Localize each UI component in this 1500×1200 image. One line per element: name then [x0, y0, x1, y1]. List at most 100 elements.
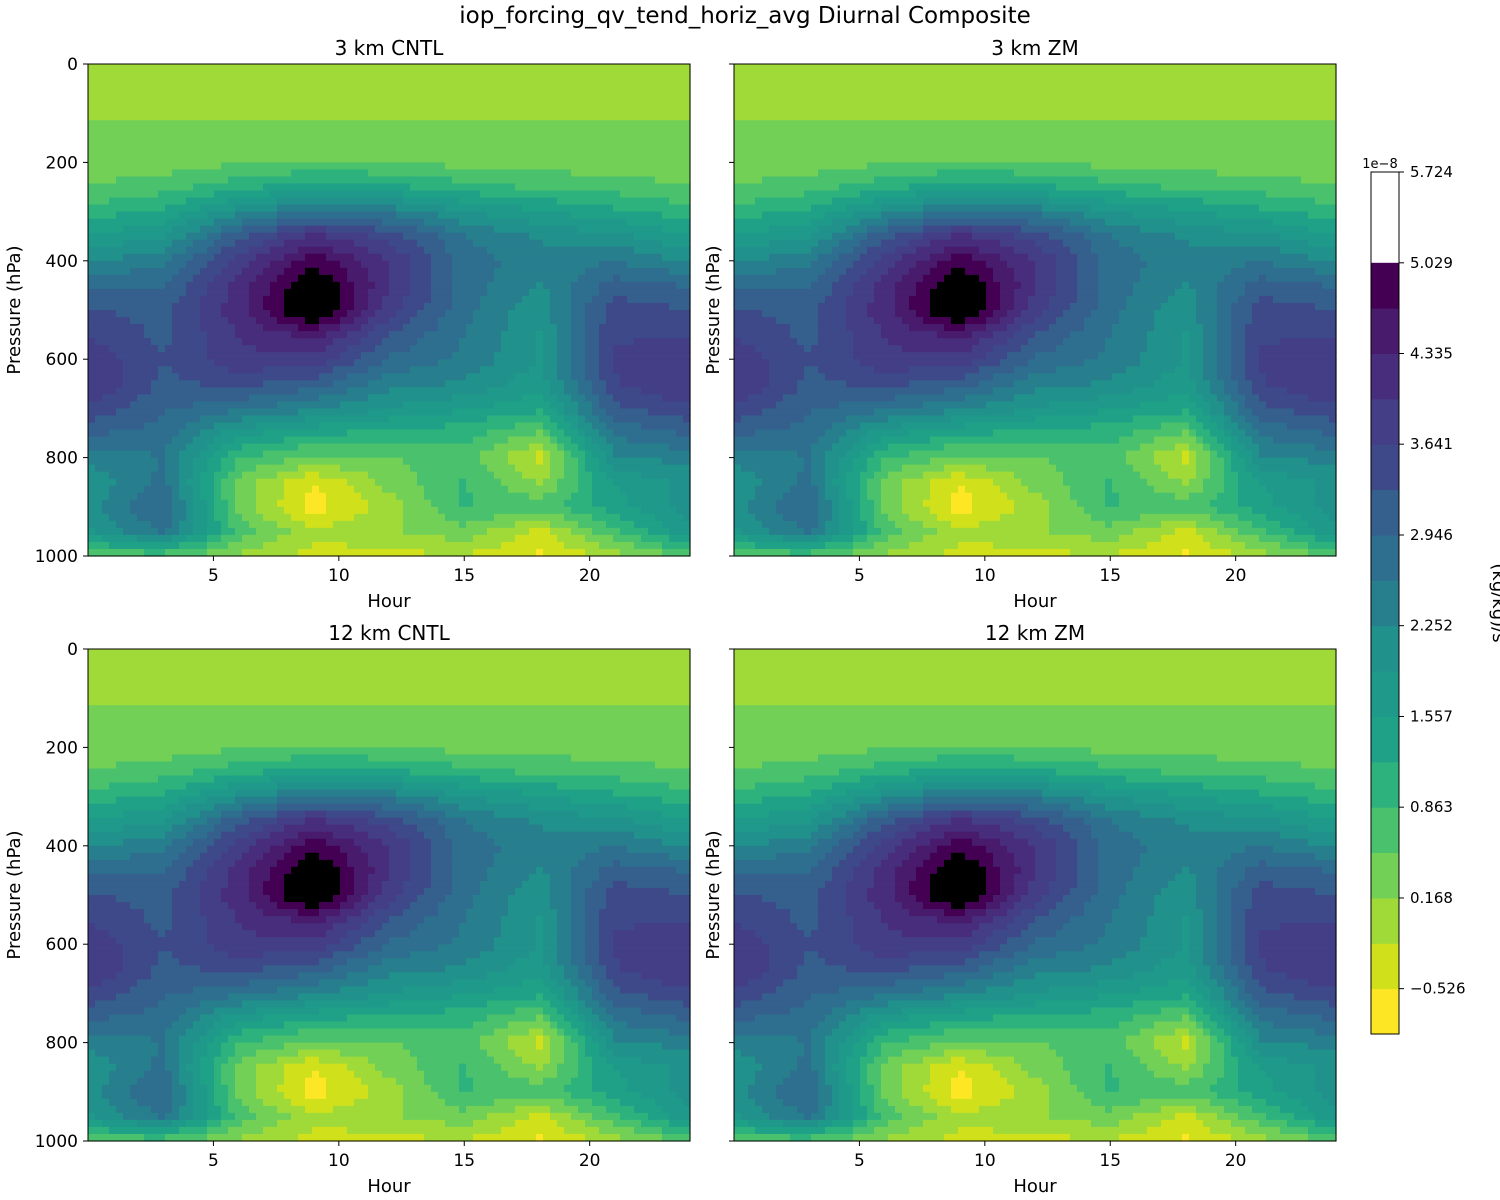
contour-cell [88, 1028, 166, 1037]
contour-cell [944, 246, 980, 255]
contour-cell [613, 295, 628, 304]
contour-cell [734, 1112, 742, 1121]
contour-cell [825, 1014, 847, 1023]
contour-cell [741, 527, 770, 536]
contour-cell [410, 1049, 488, 1058]
contour-cell [804, 366, 819, 374]
contour-cell [193, 274, 215, 283]
contour-cell [1196, 1112, 1218, 1121]
contour-cell [613, 415, 684, 424]
contour-cell [1287, 1056, 1337, 1065]
contour-cell [1189, 979, 1204, 987]
contour-cell [585, 267, 670, 276]
contour-cell [424, 218, 460, 227]
contour-cell [634, 817, 691, 826]
contour-cell [571, 937, 586, 945]
contour-cell [972, 916, 994, 924]
contour-cell [1042, 1077, 1071, 1086]
contour-cell [734, 310, 763, 318]
contour-cell [762, 993, 812, 1002]
contour-cell [487, 866, 537, 875]
contour-cell [1049, 1091, 1085, 1100]
contour-cell [881, 506, 903, 515]
contour-cell [811, 817, 833, 826]
contour-cell [578, 274, 614, 283]
contour-cell [909, 267, 931, 276]
contour-cell [1259, 366, 1337, 374]
contour-cell [1245, 394, 1260, 402]
contour-cell [648, 1112, 670, 1121]
contour-cell [550, 295, 572, 304]
contour-cell [860, 1021, 882, 1030]
contour-cell [550, 302, 572, 311]
contour-cell [1224, 1014, 1232, 1023]
contour-cell [88, 944, 124, 952]
contour-cell [543, 824, 663, 833]
contour-cell [172, 499, 187, 508]
contour-cell [487, 281, 537, 290]
contour-cell [193, 1084, 208, 1093]
contour-cell [860, 478, 868, 487]
contour-cell [895, 817, 924, 826]
contour-cell [1070, 218, 1106, 227]
contour-cell [116, 408, 166, 417]
contour-cell [396, 789, 446, 798]
contour-cell [466, 232, 530, 241]
contour-cell [256, 253, 285, 262]
contour-cell [937, 1098, 1001, 1107]
contour-cell [741, 1049, 805, 1058]
contour-cell [909, 1126, 959, 1135]
contour-cell [1098, 267, 1141, 276]
contour-cell [571, 527, 593, 536]
contour-cell [1252, 1035, 1260, 1044]
contour-cell [734, 768, 840, 777]
contour-cell [1098, 880, 1127, 889]
contour-cell [1098, 394, 1169, 402]
contour-cell [207, 288, 229, 297]
contour-cell [839, 1042, 854, 1051]
contour-cell [944, 408, 1015, 417]
contour-cell [951, 852, 966, 861]
contour-cell [424, 1070, 460, 1079]
contour-cell [923, 796, 1043, 805]
contour-cell [1098, 408, 1183, 417]
contour-cell [874, 1035, 910, 1044]
contour-cell [88, 71, 691, 79]
contour-cell [1077, 880, 1099, 889]
contour-cell [734, 443, 812, 452]
contour-cell [1329, 415, 1337, 424]
contour-cell [846, 902, 875, 910]
contour-cell [1231, 1021, 1239, 1030]
contour-cell [853, 817, 868, 826]
contour-cell [1231, 1028, 1246, 1037]
contour-cell [473, 895, 509, 903]
contour-cell [571, 916, 586, 924]
contour-cell [361, 937, 390, 945]
contour-cell [1098, 993, 1183, 1002]
contour-cell [200, 1077, 215, 1086]
contour-cell [1210, 1126, 1246, 1135]
contour-cell [1126, 887, 1162, 896]
contour-cell [1056, 183, 1162, 192]
contour-cell [790, 916, 819, 924]
contour-cell [1035, 937, 1099, 945]
contour-cell [557, 1070, 579, 1079]
contour-cell [734, 471, 756, 480]
contour-cell [375, 225, 418, 234]
contour-cell [1189, 1077, 1218, 1086]
contour-cell [1301, 176, 1337, 185]
contour-cell [494, 267, 586, 276]
contour-cell [585, 450, 593, 459]
colorbar-label: (kg/kg)/s [1488, 563, 1500, 642]
contour-cell [1070, 887, 1099, 896]
contour-cell [923, 499, 952, 508]
contour-cell [179, 1070, 194, 1079]
contour-cell [599, 457, 607, 466]
contour-cell [734, 541, 756, 550]
contour-cell [676, 281, 691, 290]
contour-cell [214, 422, 257, 431]
contour-cell [734, 464, 742, 473]
x-tick-label: 15 [1099, 1151, 1121, 1171]
contour-cell [1035, 267, 1057, 276]
contour-cell [445, 895, 474, 903]
